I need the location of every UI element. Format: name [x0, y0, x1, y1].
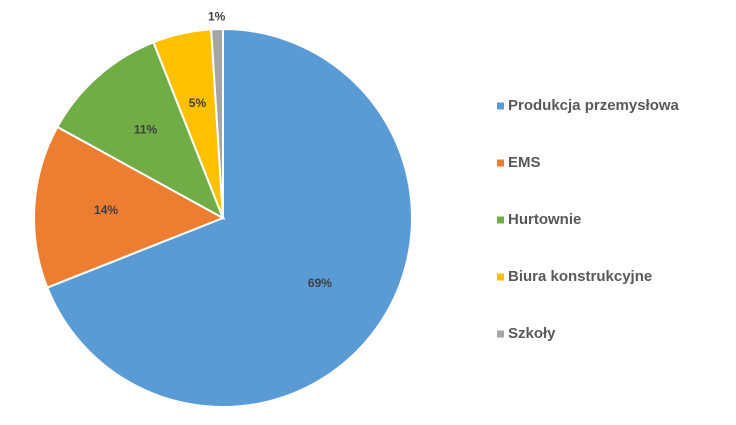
- pie-slice: [45, 27, 413, 408]
- data-label: 1%: [208, 9, 226, 23]
- pie-slice: [33, 125, 226, 289]
- legend-label: EMS: [508, 154, 541, 171]
- legend-swatch: [497, 330, 504, 338]
- legend-swatch: [497, 216, 504, 224]
- data-label: 5%: [189, 96, 207, 110]
- pie-slice: [210, 27, 224, 219]
- legend-label: Szkoły: [508, 325, 556, 342]
- legend-label: Produkcja przemysłowa: [508, 97, 680, 114]
- legend-swatch: [497, 159, 504, 167]
- data-label: 11%: [134, 122, 158, 136]
- data-label: 69%: [308, 276, 332, 290]
- legend-label: Hurtownie: [508, 211, 581, 228]
- legend-label: Biura konstrukcyjne: [508, 268, 652, 285]
- data-label: 14%: [94, 203, 118, 217]
- legend-swatch: [497, 273, 504, 281]
- legend-swatch: [497, 102, 504, 110]
- pie-slice: [56, 40, 225, 221]
